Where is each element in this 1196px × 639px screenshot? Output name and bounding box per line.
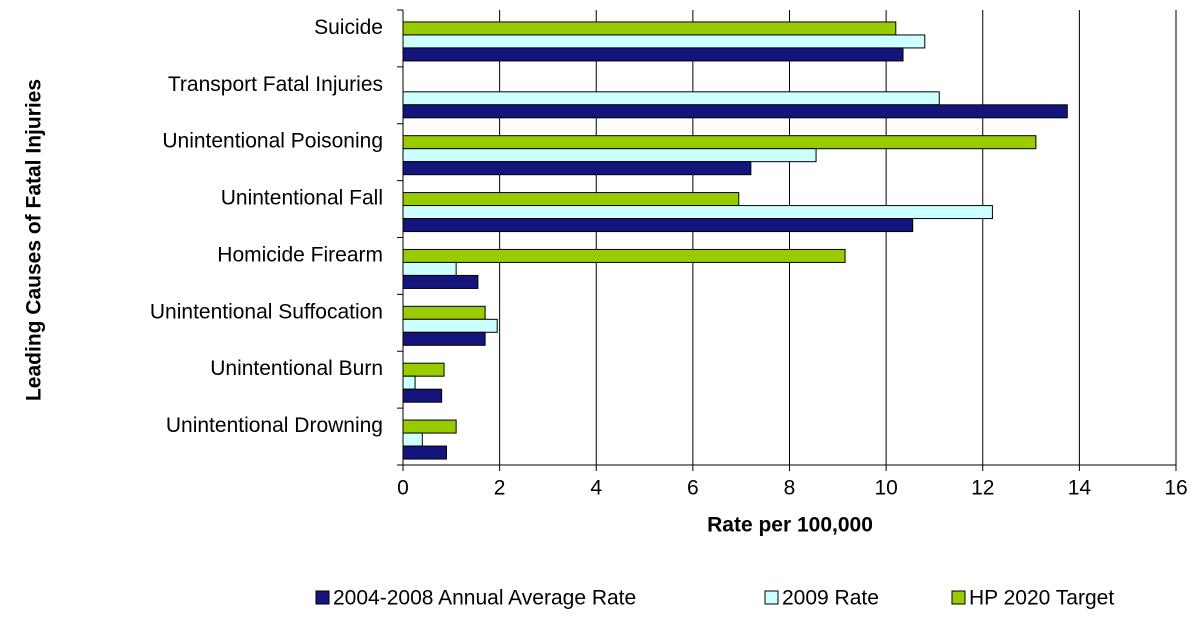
legend-label: 2009 Rate	[782, 587, 879, 610]
y-tick-label: Suicide	[314, 16, 383, 39]
y-tick-label: Unintentional Fall	[221, 187, 383, 210]
bar	[402, 91, 940, 106]
bar	[402, 192, 740, 207]
bar	[402, 34, 926, 49]
y-tick-label: Transport Fatal Injuries	[168, 73, 383, 96]
legend-swatch	[315, 590, 330, 605]
x-tick-label: 14	[1068, 477, 1092, 500]
bar	[402, 161, 752, 176]
y-tick-label: Unintentional Poisoning	[162, 130, 383, 153]
x-tick-label: 4	[590, 477, 602, 500]
bar	[402, 419, 457, 434]
y-axis-title: Leading Causes of Fatal Injuries	[23, 79, 46, 401]
legend-label: HP 2020 Target	[969, 587, 1114, 610]
legend-swatch	[951, 590, 966, 605]
bar	[402, 331, 486, 346]
x-tick-label: 6	[687, 477, 699, 500]
x-tick-label: 8	[784, 477, 796, 500]
x-tick-label: 16	[1164, 477, 1187, 500]
bar	[402, 318, 498, 333]
bar	[402, 135, 1037, 150]
bar	[402, 274, 479, 289]
bar	[402, 305, 486, 320]
x-axis-title: Rate per 100,000	[707, 514, 873, 537]
x-tick-label: 0	[397, 477, 409, 500]
bar	[402, 261, 457, 276]
legend-swatch	[764, 590, 779, 605]
x-tick-label: 10	[874, 477, 897, 500]
x-tick-label: 12	[971, 477, 994, 500]
legend-label: 2004-2008 Annual Average Rate	[333, 587, 636, 610]
bar	[402, 205, 993, 220]
bar	[402, 148, 817, 163]
y-tick-label: Unintentional Suffocation	[150, 300, 383, 323]
y-tick-label: Unintentional Burn	[210, 357, 383, 380]
bar	[402, 104, 1068, 119]
x-tick-label: 2	[494, 477, 506, 500]
bar	[402, 47, 904, 62]
bar	[402, 218, 914, 233]
bar	[402, 432, 423, 447]
bar	[402, 21, 897, 36]
bar	[402, 445, 447, 460]
y-tick-label: Unintentional Drowning	[166, 414, 383, 437]
bar	[402, 362, 445, 377]
y-tick-label: Homicide Firearm	[217, 243, 383, 266]
bar	[402, 388, 443, 403]
bar	[402, 375, 416, 390]
bar	[402, 248, 846, 263]
